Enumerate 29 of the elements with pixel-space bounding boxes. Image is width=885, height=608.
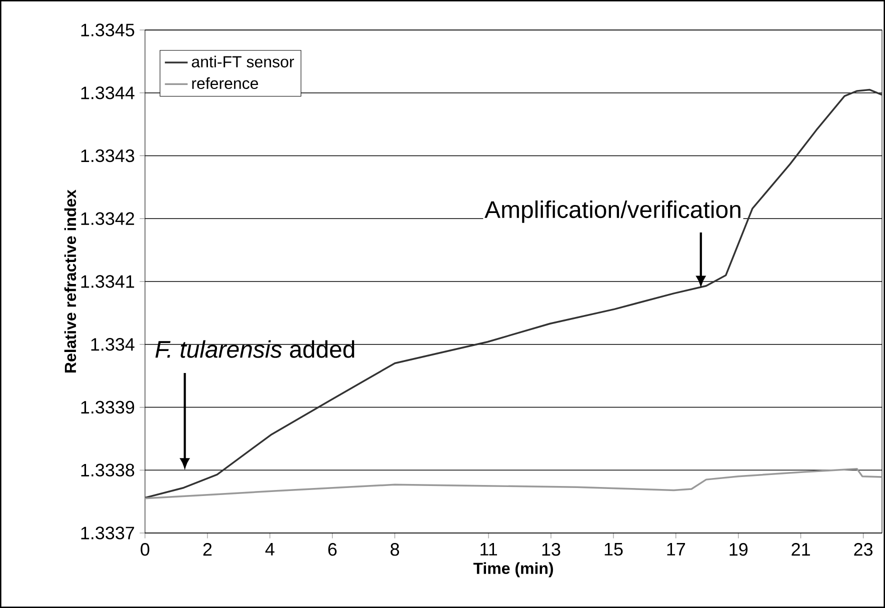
- x-tick-label: 4: [265, 543, 274, 556]
- y-tick-label: 1.3338: [81, 464, 134, 476]
- line-series: [145, 468, 882, 500]
- y-axis-title: Relative refractive index: [64, 190, 76, 372]
- x-axis-title: Time (min): [473, 562, 554, 578]
- x-tick-label: 2: [203, 543, 212, 556]
- annotation: Amplification/verification: [484, 200, 740, 223]
- legend-label: anti-FT sensor: [192, 56, 294, 68]
- y-tick-label: 1.3337: [81, 526, 134, 540]
- y-tick-label: 1.3344: [81, 86, 134, 100]
- x-tick-label: 8: [390, 543, 400, 556]
- x-tick-label: 0: [140, 543, 150, 556]
- x-tick-label: 21: [792, 543, 810, 556]
- line-series: [145, 88, 882, 499]
- y-tick-label: 1.3339: [81, 400, 134, 414]
- x-tick-label: 15: [604, 543, 623, 556]
- legend-label: reference: [192, 77, 258, 90]
- annotation: F. tularensis added: [155, 340, 354, 358]
- x-tick-label: 19: [730, 543, 748, 556]
- y-tick-label: 1.334: [91, 338, 134, 351]
- x-tick-label: 23: [854, 543, 872, 556]
- x-tick-label: 17: [667, 543, 686, 556]
- x-tick-label: 6: [328, 543, 337, 556]
- y-tick-label: 1.3341: [81, 275, 134, 288]
- y-tick-label: 1.3345: [81, 24, 134, 36]
- x-tick-label: 13: [542, 543, 560, 556]
- y-tick-label: 1.3342: [81, 212, 134, 225]
- x-tick-label: 11: [480, 543, 497, 556]
- y-tick-label: 1.3343: [81, 149, 134, 162]
